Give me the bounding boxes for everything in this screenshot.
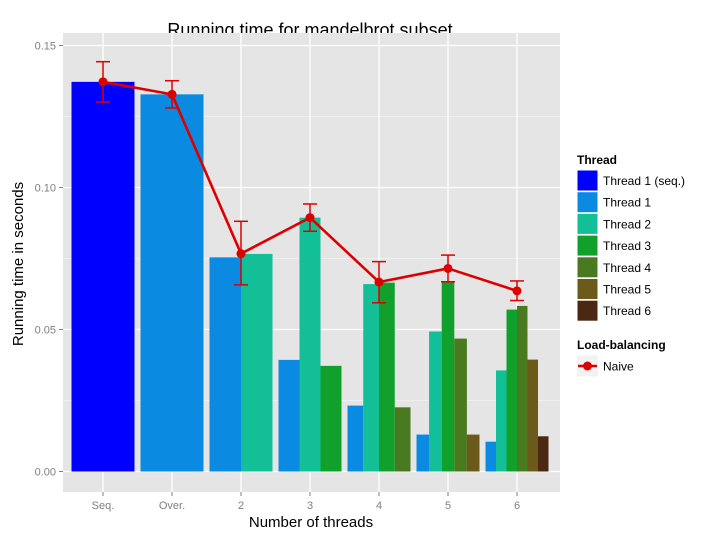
x-tick-label: Seq. (92, 500, 115, 512)
legend-swatch (576, 278, 599, 300)
bar (496, 370, 507, 472)
legend-label: Thread 4 (603, 261, 651, 275)
bar (394, 407, 411, 472)
bar (71, 81, 135, 472)
naive-point (374, 277, 384, 287)
legend: Thread Thread 1 (seq.) Thread 1 Thread 2 Thr… (576, 153, 685, 377)
bar (466, 434, 480, 472)
bar (278, 359, 300, 472)
legend-swatch (576, 234, 599, 257)
naive-point (512, 286, 522, 296)
legend-swatch (576, 212, 599, 235)
legend-label: Naive (603, 360, 634, 374)
y-tick-label: 0.10 (35, 183, 56, 195)
bars-group (71, 81, 549, 472)
y-tick-label: 0.15 (35, 41, 56, 53)
legend-swatch (576, 299, 599, 322)
y-axis-label: Running time in seconds (10, 182, 27, 346)
legend-label: Thread 1 (seq.) (603, 174, 685, 188)
bar (485, 441, 496, 472)
axes-group: 0.00 0.05 0.10 0.15 Seq. Over. 2 3 4 5 6 (35, 41, 520, 513)
bar (209, 257, 241, 472)
x-tick-label: 5 (445, 500, 451, 512)
legend-swatch (576, 191, 599, 214)
x-axis-label: Number of threads (249, 514, 373, 531)
bar (299, 217, 321, 472)
legend-label: Thread 2 (603, 217, 651, 231)
bar (379, 282, 395, 472)
bar (538, 436, 549, 472)
x-tick-label: 6 (514, 500, 520, 512)
legend-title-thread: Thread (577, 153, 617, 167)
bar (347, 405, 364, 472)
bar (429, 331, 442, 472)
naive-point (236, 249, 246, 259)
legend-swatch (576, 256, 599, 279)
y-tick-label: 0.00 (35, 467, 56, 479)
bar (506, 309, 517, 472)
legend-label: Thread 1 (603, 196, 651, 210)
x-tick-label: 2 (238, 500, 244, 512)
naive-point (167, 89, 177, 99)
bar (241, 253, 273, 472)
legend-title-load-balancing: Load-balancing (577, 338, 666, 352)
bar (517, 305, 528, 472)
x-tick-label: 4 (376, 500, 382, 512)
y-tick-label: 0.05 (35, 325, 56, 337)
naive-line-group (96, 60, 524, 304)
naive-point (98, 77, 108, 87)
x-tick-label: Over. (159, 500, 185, 512)
legend-point (583, 361, 592, 371)
bar (140, 94, 204, 472)
legend-label: Thread 6 (603, 304, 651, 318)
legend-swatch (576, 169, 599, 192)
bar (416, 434, 430, 472)
bar (320, 365, 342, 472)
bar (441, 281, 455, 472)
naive-point (443, 263, 453, 273)
naive-point (305, 213, 315, 223)
legend-label: Thread 3 (603, 239, 651, 253)
bar (454, 338, 467, 472)
bar (363, 284, 379, 472)
x-tick-label: 3 (307, 500, 313, 512)
legend-label: Thread 5 (603, 283, 651, 297)
bar (527, 359, 538, 472)
